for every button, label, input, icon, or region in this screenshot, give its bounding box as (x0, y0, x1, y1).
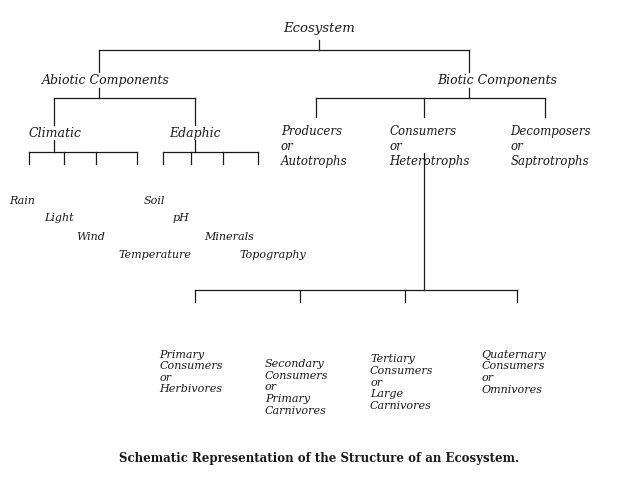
Text: Edaphic: Edaphic (169, 127, 221, 140)
Text: Quaternary
Consumers
or
Omnivores: Quaternary Consumers or Omnivores (482, 350, 546, 395)
Text: Minerals: Minerals (204, 232, 254, 242)
Text: Climatic: Climatic (29, 127, 82, 140)
Text: Schematic Representation of the Structure of an Ecosystem.: Schematic Representation of the Structur… (119, 452, 519, 465)
Text: Light: Light (45, 213, 74, 223)
Text: Soil: Soil (144, 196, 165, 206)
Text: Producers
or
Autotrophs: Producers or Autotrophs (281, 125, 347, 168)
Text: Abiotic Components: Abiotic Components (41, 74, 169, 87)
Text: Wind: Wind (77, 232, 105, 242)
Text: Rain: Rain (10, 196, 36, 206)
Text: Tertiary
Consumers
or
Large
Carnivores: Tertiary Consumers or Large Carnivores (370, 354, 434, 411)
Text: Ecosystem: Ecosystem (283, 22, 355, 34)
Text: pH: pH (172, 213, 189, 223)
Text: Secondary
Consumers
or
Primary
Carnivores: Secondary Consumers or Primary Carnivore… (265, 359, 329, 416)
Text: Consumers
or
Heterotrophs: Consumers or Heterotrophs (389, 125, 470, 168)
Text: Primary
Consumers
or
Herbivores: Primary Consumers or Herbivores (160, 350, 223, 395)
Text: Decomposers
or
Saptrotrophs: Decomposers or Saptrotrophs (510, 125, 591, 168)
Text: Topography: Topography (239, 250, 306, 260)
Text: Biotic Components: Biotic Components (437, 74, 557, 87)
Text: Temperature: Temperature (118, 250, 191, 260)
